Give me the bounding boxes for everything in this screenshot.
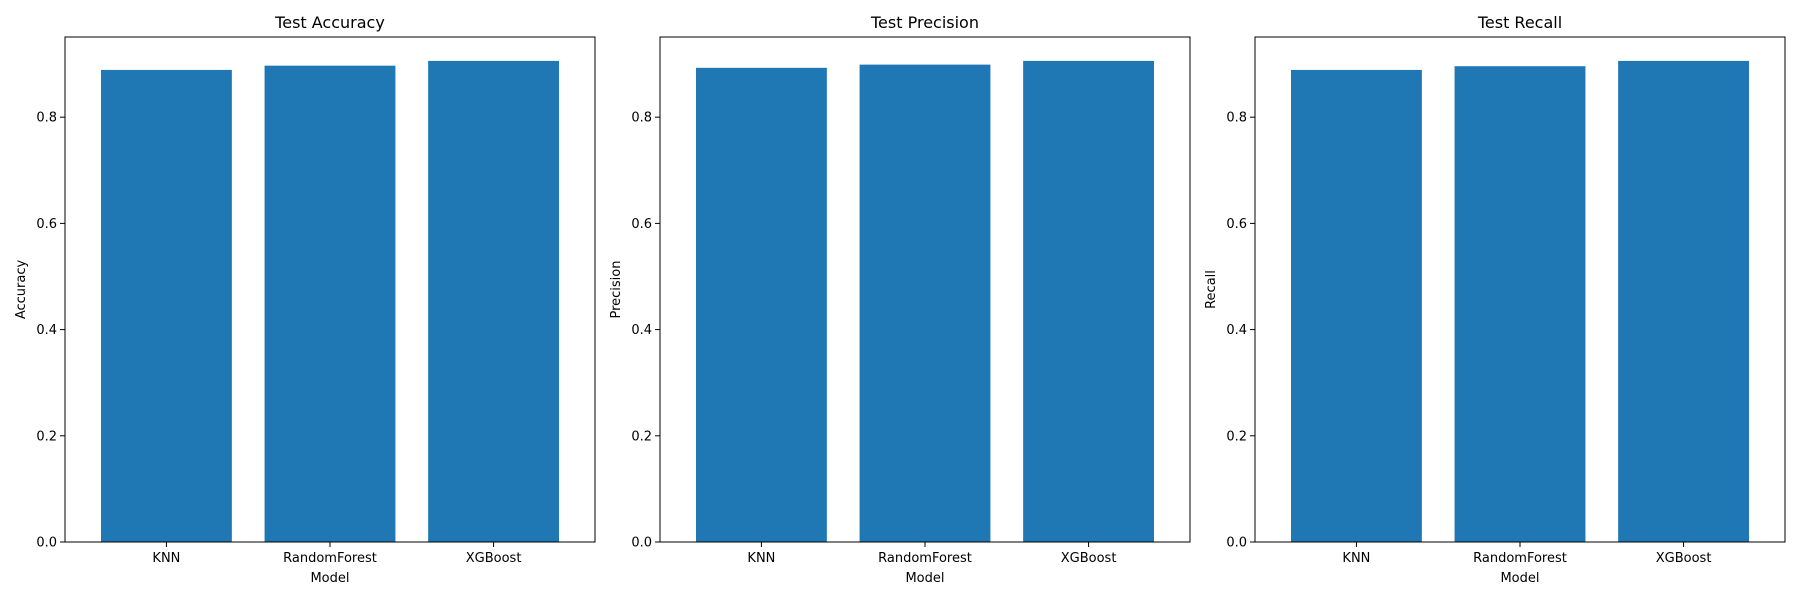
- y-tick-label: 0.0: [1226, 536, 1247, 551]
- x-axis-label: Model: [310, 571, 349, 586]
- x-tick-label: KNN: [747, 551, 775, 566]
- y-tick-label: 0.2: [36, 429, 57, 444]
- chart-panel-1: 0.0 0.2 0.4 0.6 0.8 KNN RandomForest XGBoost Tes…: [14, 13, 596, 586]
- x-axis-label: Model: [1500, 571, 1539, 586]
- chart-title: Test Accuracy: [274, 13, 385, 32]
- y-tick-label: 0.0: [631, 536, 652, 551]
- bar-xgboost: [1618, 60, 1750, 542]
- y-axis-label: Accuracy: [14, 260, 29, 320]
- bar-randomforest: [264, 65, 396, 542]
- y-tick-label: 0.4: [1226, 323, 1247, 338]
- y-tick-label: 0.2: [631, 429, 652, 444]
- chart-panel-2: 0.0 0.2 0.4 0.6 0.8 KNN RandomForest XGBoost Tes…: [609, 13, 1191, 586]
- x-tick-label: RandomForest: [1473, 551, 1567, 566]
- y-tick-label: 0.4: [631, 323, 652, 338]
- y-tick-label: 0.0: [36, 536, 57, 551]
- chart-title: Test Precision: [870, 13, 979, 32]
- y-tick-label: 0.6: [36, 217, 57, 232]
- chart-title: Test Recall: [1477, 13, 1562, 32]
- x-tick-label: RandomForest: [283, 551, 377, 566]
- x-axis-label: Model: [905, 571, 944, 586]
- bar-xgboost: [1023, 60, 1155, 542]
- x-tick-label: KNN: [152, 551, 180, 566]
- x-tick-label: RandomForest: [878, 551, 972, 566]
- bar-knn: [1290, 69, 1422, 542]
- y-tick-label: 0.8: [1226, 111, 1247, 126]
- y-tick-label: 0.6: [1226, 217, 1247, 232]
- y-tick-label: 0.6: [631, 217, 652, 232]
- chart-panel-3: 0.0 0.2 0.4 0.6 0.8 KNN RandomForest XGBoost Tes…: [1204, 13, 1786, 586]
- x-tick-label: XGBoost: [466, 551, 522, 566]
- bar-knn: [695, 67, 827, 542]
- x-tick-label: XGBoost: [1656, 551, 1712, 566]
- bar-knn: [100, 69, 232, 542]
- bar-xgboost: [428, 60, 560, 542]
- y-tick-label: 0.8: [631, 111, 652, 126]
- y-axis-label: Recall: [1204, 270, 1219, 309]
- y-axis-label: Precision: [609, 260, 624, 318]
- y-tick-label: 0.2: [1226, 429, 1247, 444]
- bar-randomforest: [859, 64, 991, 542]
- x-tick-label: XGBoost: [1061, 551, 1117, 566]
- bar-randomforest: [1454, 66, 1586, 542]
- y-tick-label: 0.4: [36, 323, 57, 338]
- y-tick-label: 0.8: [36, 111, 57, 126]
- x-tick-label: KNN: [1342, 551, 1370, 566]
